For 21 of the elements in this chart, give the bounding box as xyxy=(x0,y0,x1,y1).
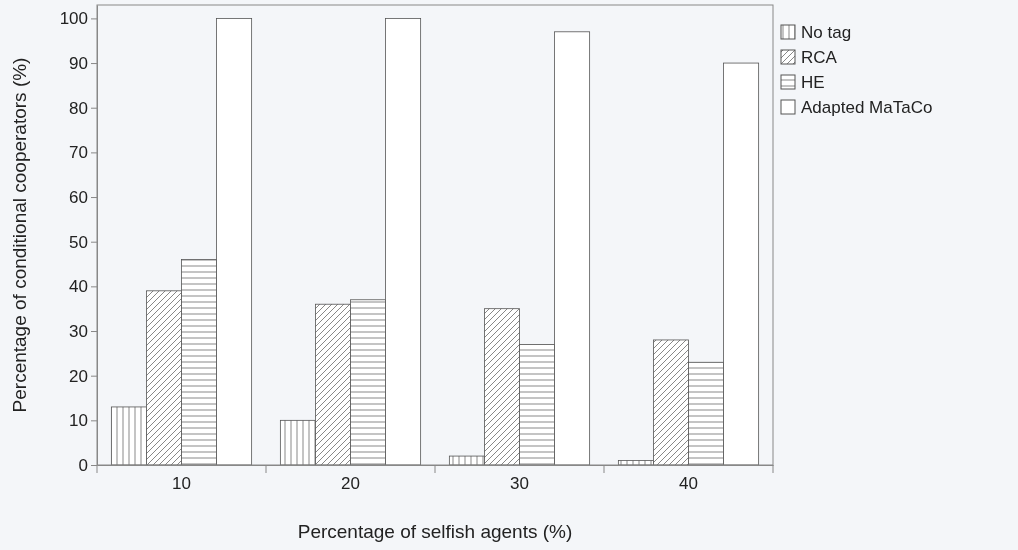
y-axis-title: Percentage of conditional cooperators (%) xyxy=(9,57,30,413)
y-tick-label: 50 xyxy=(69,232,88,252)
y-tick-label: 0 xyxy=(78,455,88,475)
legend-label: No tag xyxy=(801,23,852,42)
x-tick-label: 10 xyxy=(172,474,191,494)
y-tick-label: 10 xyxy=(69,411,88,431)
x-tick-label: 20 xyxy=(341,474,360,494)
y-tick-label: 20 xyxy=(69,366,88,386)
x-tick-label: 40 xyxy=(679,474,698,494)
y-tick-label: 80 xyxy=(69,98,88,118)
legend-label: HE xyxy=(801,73,825,92)
y-tick-label: 70 xyxy=(69,143,88,163)
x-tick-label: 30 xyxy=(510,474,529,494)
x-axis-title: Percentage of selfish agents (%) xyxy=(297,521,573,542)
y-tick-label: 40 xyxy=(69,277,88,297)
y-tick-label: 90 xyxy=(69,54,88,73)
y-tick-label: 30 xyxy=(69,321,88,341)
y-tick-label: 100 xyxy=(59,9,88,29)
legend-label: Adapted MaTaCo xyxy=(801,98,933,117)
y-tick-label: 60 xyxy=(69,187,88,207)
legend-label: RCA xyxy=(801,48,838,67)
